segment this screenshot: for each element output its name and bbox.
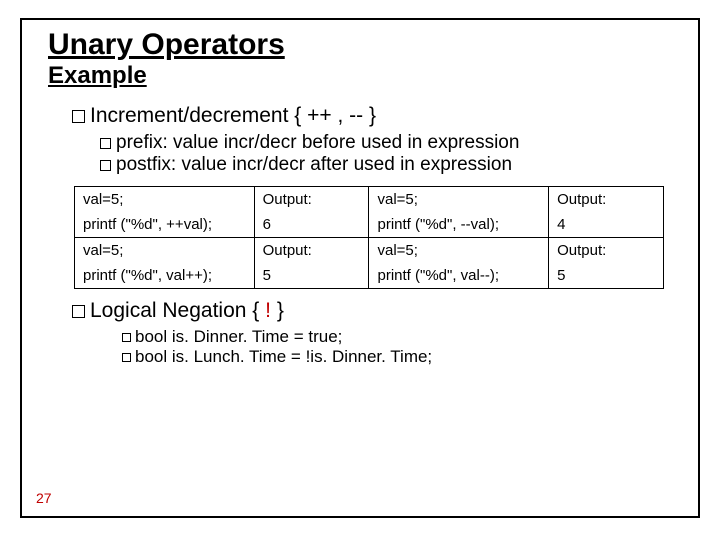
postfix-text: postfix: value incr/decr after used in e…: [116, 154, 512, 175]
postfix-line: postfix: value incr/decr after used in e…: [100, 154, 662, 176]
table-cell: val=5;: [75, 187, 255, 213]
negation-line2-text: bool is. Lunch. Time = !is. Dinner. Time…: [135, 347, 432, 366]
table-cell: 4: [549, 212, 664, 238]
square-bullet-icon: [100, 160, 111, 171]
table-cell: 6: [254, 212, 369, 238]
incdec-heading-text: Increment/decrement { ++ , -- }: [90, 104, 376, 127]
table-cell: 5: [549, 263, 664, 289]
table-cell: printf ("%d", ++val);: [75, 212, 255, 238]
prefix-line: prefix: value incr/decr before used in e…: [100, 132, 662, 154]
table-cell: val=5;: [369, 238, 549, 264]
table-cell: Output:: [549, 187, 664, 213]
square-bullet-icon: [122, 333, 131, 342]
square-bullet-icon: [122, 353, 131, 362]
negation-heading: Logical Negation { ! }: [72, 299, 662, 323]
negation-line1: bool is. Dinner. Time = true;: [122, 327, 662, 347]
table-cell: val=5;: [369, 187, 549, 213]
page-number: 27: [36, 490, 52, 506]
incdec-section: Increment/decrement { ++ , -- } prefix: …: [72, 104, 662, 176]
table-cell: Output:: [549, 238, 664, 264]
negation-heading-pre: Logical Negation {: [90, 299, 265, 322]
prefix-text: prefix: value incr/decr before used in e…: [116, 132, 519, 153]
negation-line1-text: bool is. Dinner. Time = true;: [135, 327, 342, 346]
slide-frame: Unary Operators Example Increment/decrem…: [20, 18, 700, 518]
table-cell: printf ("%d", --val);: [369, 212, 549, 238]
example-table: val=5; Output: val=5; Output: printf ("%…: [74, 186, 664, 289]
table-cell: 5: [254, 263, 369, 289]
table-cell: printf ("%d", val++);: [75, 263, 255, 289]
square-bullet-icon: [100, 138, 111, 149]
square-bullet-icon: [72, 110, 85, 123]
table-cell: Output:: [254, 238, 369, 264]
negation-section: Logical Negation { ! } bool is. Dinner. …: [72, 299, 662, 367]
table-cell: val=5;: [75, 238, 255, 264]
slide-title: Unary Operators: [48, 28, 698, 62]
square-bullet-icon: [72, 305, 85, 318]
slide-subtitle: Example: [48, 62, 698, 90]
table-cell: printf ("%d", val--);: [369, 263, 549, 289]
table-row: printf ("%d", val++); 5 printf ("%d", va…: [75, 263, 664, 289]
negation-line2: bool is. Lunch. Time = !is. Dinner. Time…: [122, 347, 662, 367]
incdec-heading: Increment/decrement { ++ , -- }: [72, 104, 662, 128]
table-row: printf ("%d", ++val); 6 printf ("%d", --…: [75, 212, 664, 238]
table-cell: Output:: [254, 187, 369, 213]
table-row: val=5; Output: val=5; Output:: [75, 238, 664, 264]
table-row: val=5; Output: val=5; Output:: [75, 187, 664, 213]
negation-heading-post: }: [271, 299, 284, 322]
